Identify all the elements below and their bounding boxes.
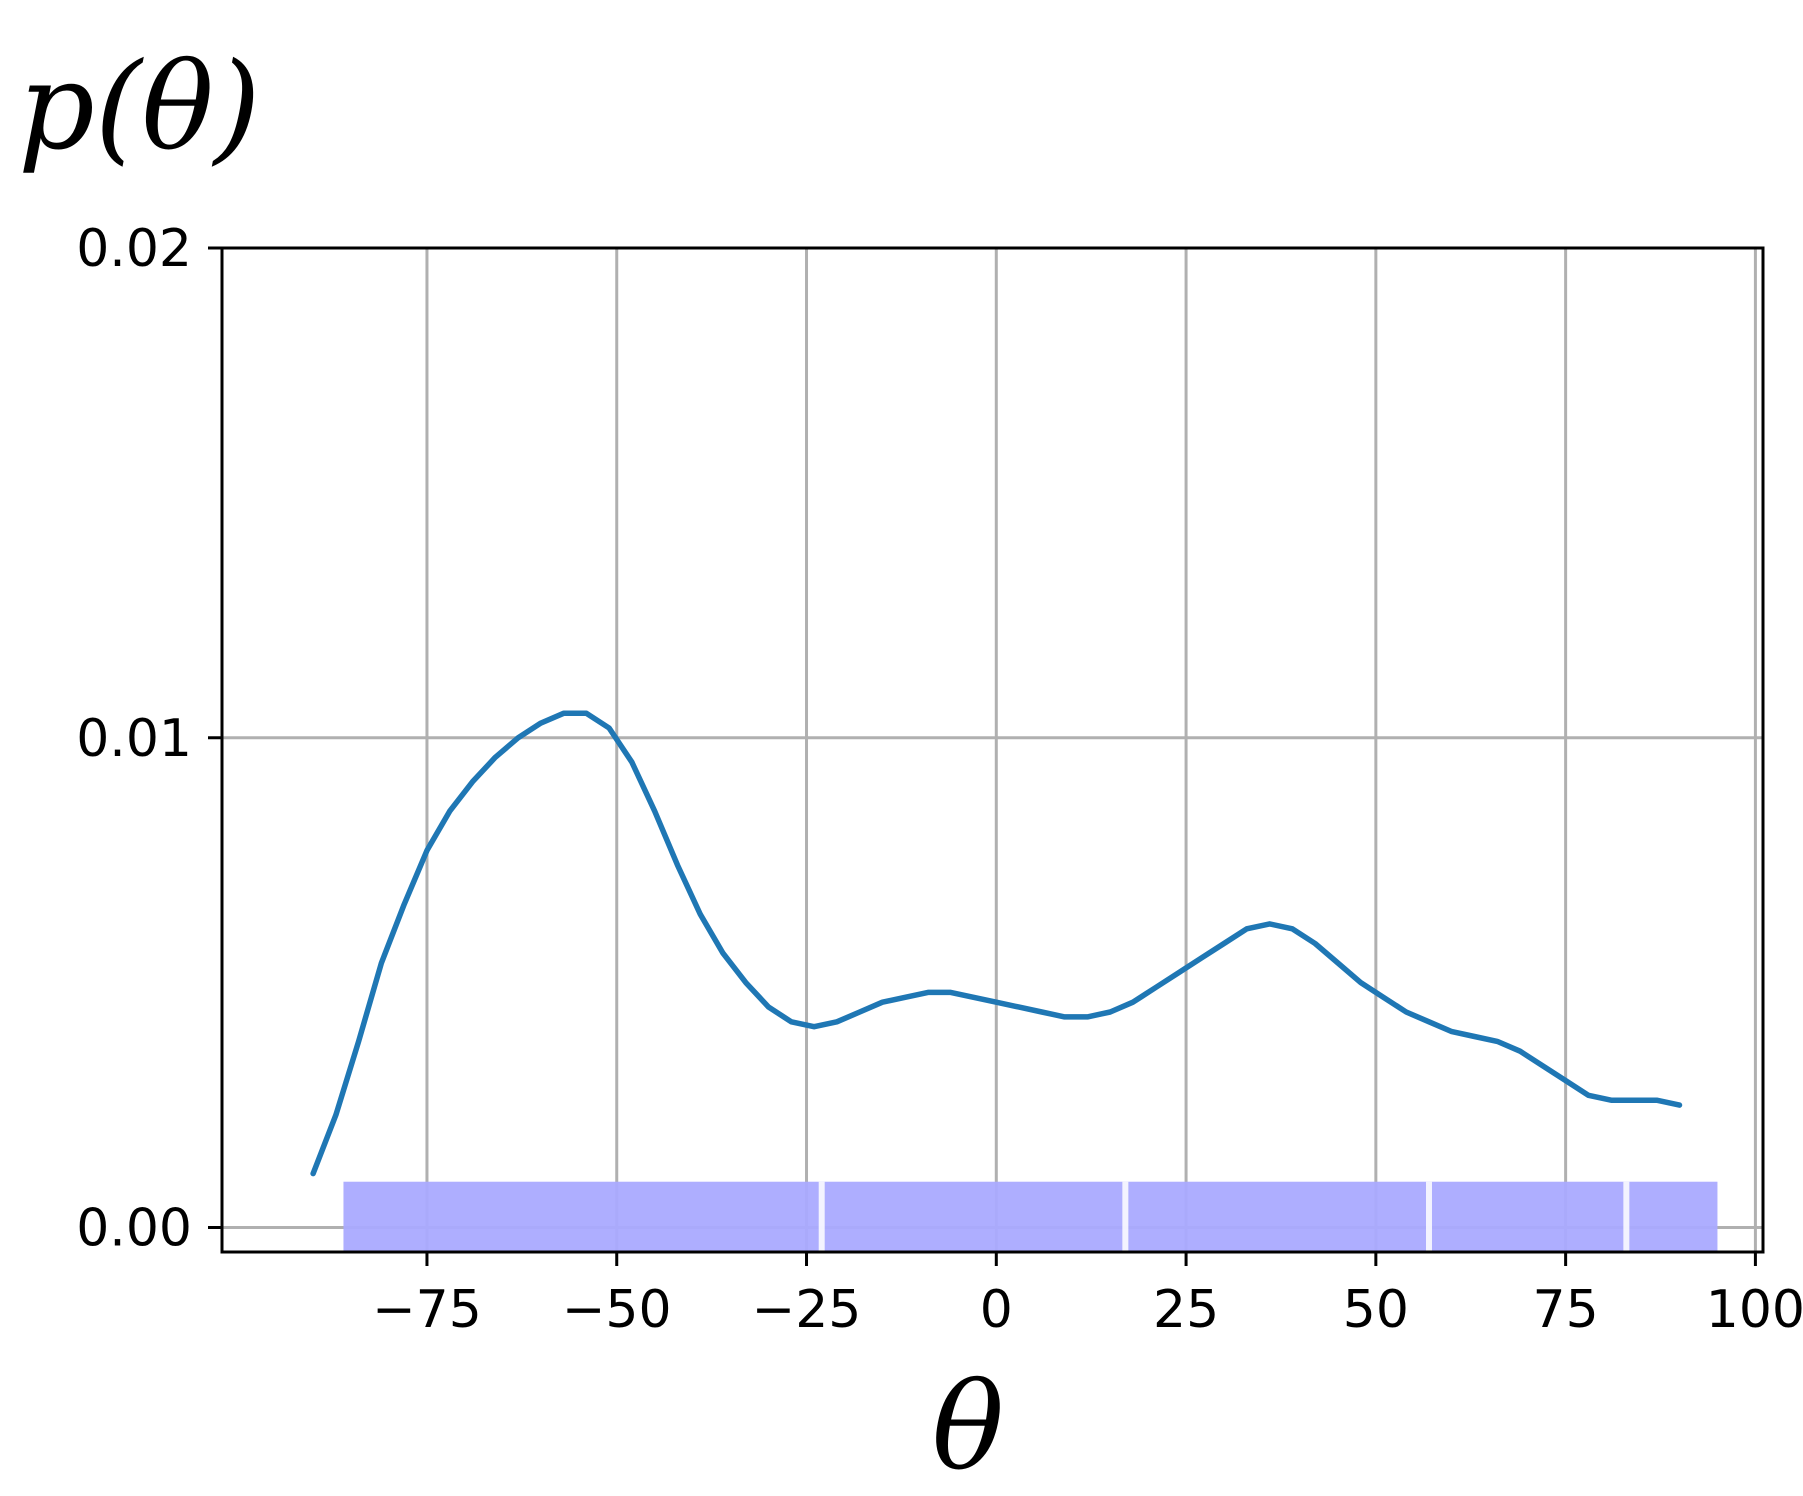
x-tick-label: 100 xyxy=(1706,1280,1803,1340)
plot-frame xyxy=(220,246,1765,1254)
rug-gap xyxy=(1623,1181,1630,1252)
x-tick-label: 0 xyxy=(980,1280,1013,1340)
rug-gap xyxy=(1425,1181,1432,1252)
rug-plot xyxy=(343,1181,1718,1252)
x-axis-label: θ xyxy=(932,1358,1004,1496)
x-tick-label: −25 xyxy=(752,1280,862,1340)
y-tick-label: 0.00 xyxy=(76,1199,192,1259)
rug-band xyxy=(343,1181,1718,1252)
y-axis-label: p(θ) xyxy=(18,38,261,177)
rug-gap xyxy=(1122,1181,1129,1252)
x-tick-label: 75 xyxy=(1533,1280,1599,1340)
y-tick-label: 0.01 xyxy=(76,709,192,769)
y-tick-label: 0.02 xyxy=(76,219,192,279)
series-layer xyxy=(310,710,1683,1177)
y-axis: 0.00 0.01 0.02 xyxy=(76,219,222,1259)
x-tick-label: 25 xyxy=(1153,1280,1219,1340)
x-tick-label: −50 xyxy=(562,1280,672,1340)
x-tick-label: −75 xyxy=(372,1280,482,1340)
x-axis: −75 −50 −25 0 25 50 75 100 xyxy=(372,1252,1803,1340)
density-line xyxy=(310,710,1683,1177)
rug-gap xyxy=(818,1181,825,1252)
grid xyxy=(222,246,1763,1252)
x-tick-label: 50 xyxy=(1343,1280,1409,1340)
